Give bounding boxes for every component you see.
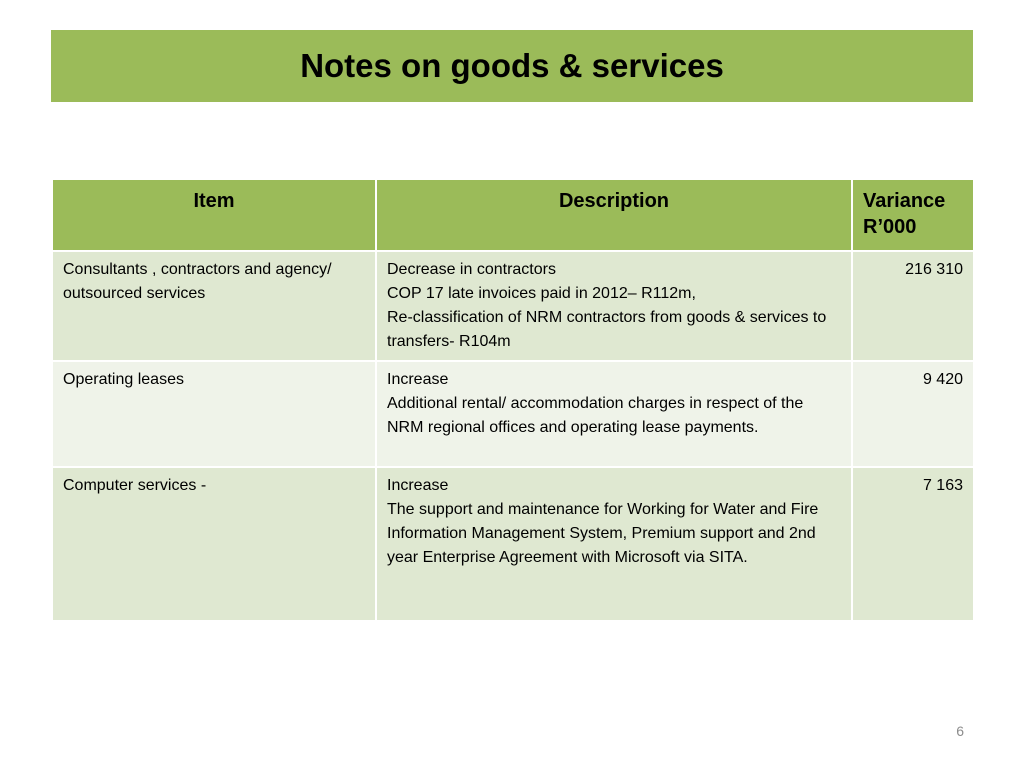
cell-item: Computer services - [51, 466, 377, 622]
cell-description: Increase Additional rental/ accommodatio… [375, 360, 853, 468]
cell-description: Decrease in contractors COP 17 late invo… [375, 250, 853, 362]
cell-item: Operating leases [51, 360, 377, 468]
cell-variance: 7 163 [851, 466, 975, 622]
header-variance-unit: R’000 [863, 216, 917, 238]
title-banner: Notes on goods & services [51, 30, 973, 102]
header-variance: Variance R’000 [851, 178, 975, 252]
description-line: The support and maintenance for Working … [387, 501, 819, 566]
description-line: Increase [387, 371, 449, 388]
description-line: Re-classification of NRM contractors fro… [387, 309, 827, 350]
cell-variance: 216 310 [851, 250, 975, 362]
table-row: Operating leases Increase Additional ren… [51, 360, 975, 468]
header-description: Description [375, 178, 853, 252]
header-item: Item [51, 178, 377, 252]
description-line: COP 17 late invoices paid in 2012– R112m… [387, 285, 696, 302]
header-variance-label: Variance [863, 190, 946, 212]
cell-item: Consultants , contractors and agency/ ou… [51, 250, 377, 362]
description-line: Additional rental/ accommodation charges… [387, 395, 804, 436]
goods-services-table: Item Description Variance R’000 Consulta… [51, 178, 975, 622]
cell-description: Increase The support and maintenance for… [375, 466, 853, 622]
page-number: 6 [956, 723, 964, 739]
goods-services-table-container: Item Description Variance R’000 Consulta… [51, 178, 975, 622]
slide-title: Notes on goods & services [300, 47, 724, 84]
cell-variance: 9 420 [851, 360, 975, 468]
description-line: Increase [387, 477, 449, 494]
table-row: Consultants , contractors and agency/ ou… [51, 250, 975, 362]
table-row: Computer services - Increase The support… [51, 466, 975, 622]
description-line: Decrease in contractors [387, 261, 556, 278]
table-header-row: Item Description Variance R’000 [51, 178, 975, 252]
